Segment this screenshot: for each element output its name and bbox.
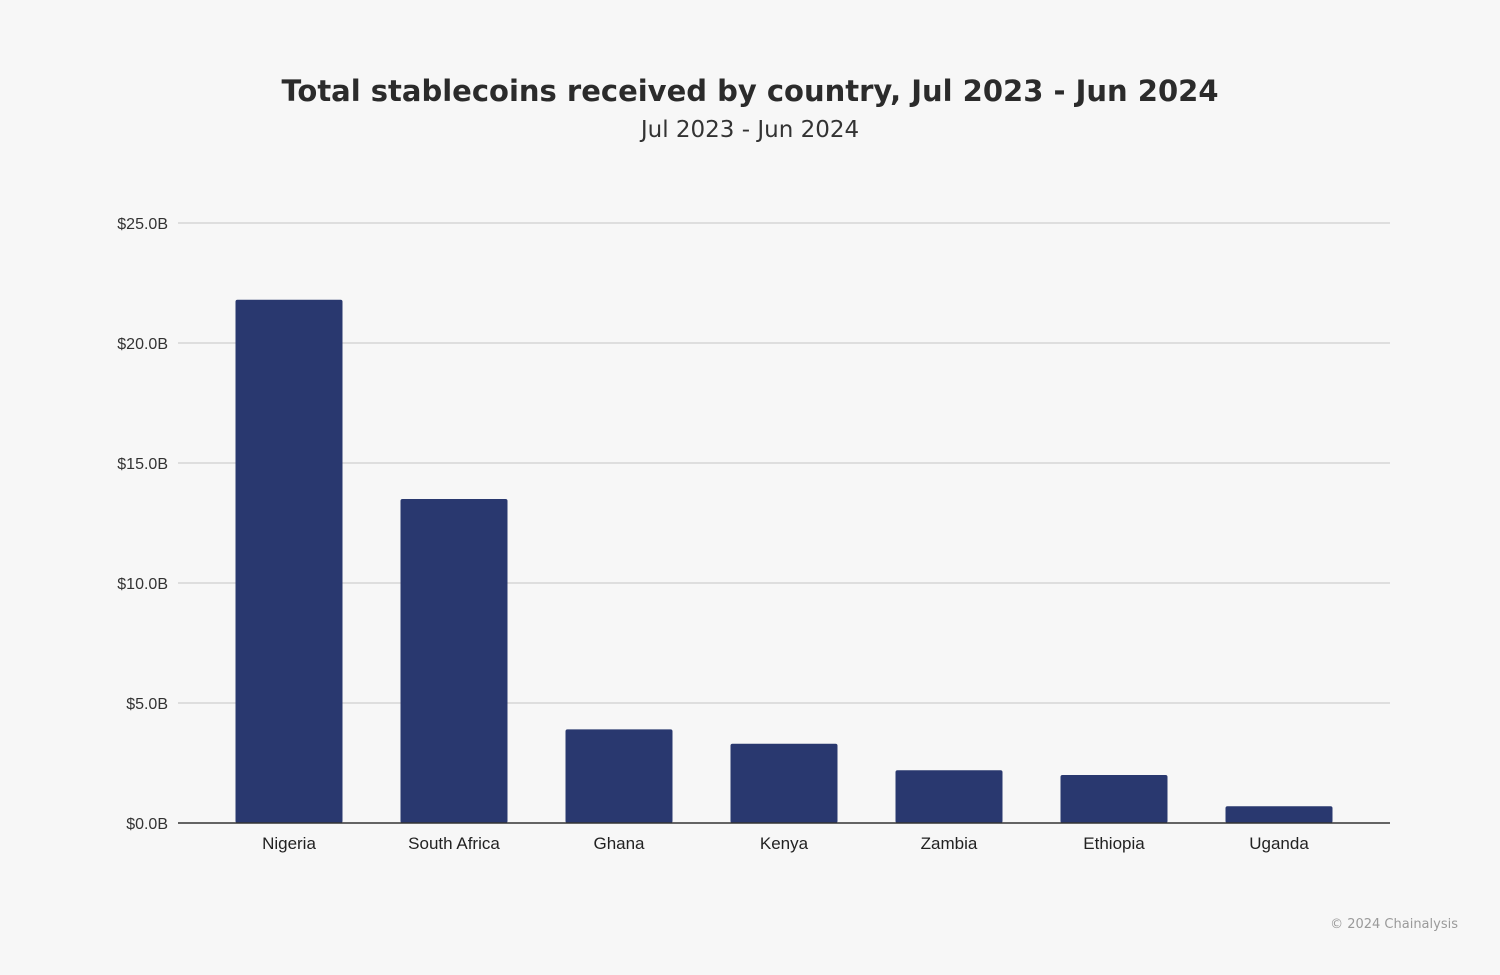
bar-nigeria [235,299,343,823]
x-tick-label: South Africa [408,834,500,853]
y-tick-label: $25.0B [117,216,168,233]
x-tick-label: Zambia [921,834,978,853]
copyright-footer: © 2024 Chainalysis [1330,917,1458,932]
y-tick-label: $20.0B [117,336,168,353]
chart-title: Total stablecoins received by country, J… [281,74,1219,108]
chart-subtitle: Jul 2023 - Jun 2024 [640,117,860,143]
bar-ethiopia [1060,775,1168,823]
y-tick-label: $10.0B [117,576,168,593]
y-tick-label: $15.0B [117,456,168,473]
bar-ghana [565,729,673,823]
bar-kenya [730,743,838,823]
bar-zambia [895,770,1003,823]
x-tick-label: Uganda [1249,834,1309,853]
y-tick-label: $0.0B [126,816,168,833]
x-tick-label: Ghana [593,834,645,853]
bar-uganda [1225,806,1333,823]
bar-south-africa [400,499,508,823]
x-tick-label: Nigeria [262,834,316,853]
x-tick-label: Ethiopia [1083,834,1145,853]
y-tick-label: $5.0B [126,696,168,713]
x-tick-label: Kenya [760,834,809,853]
